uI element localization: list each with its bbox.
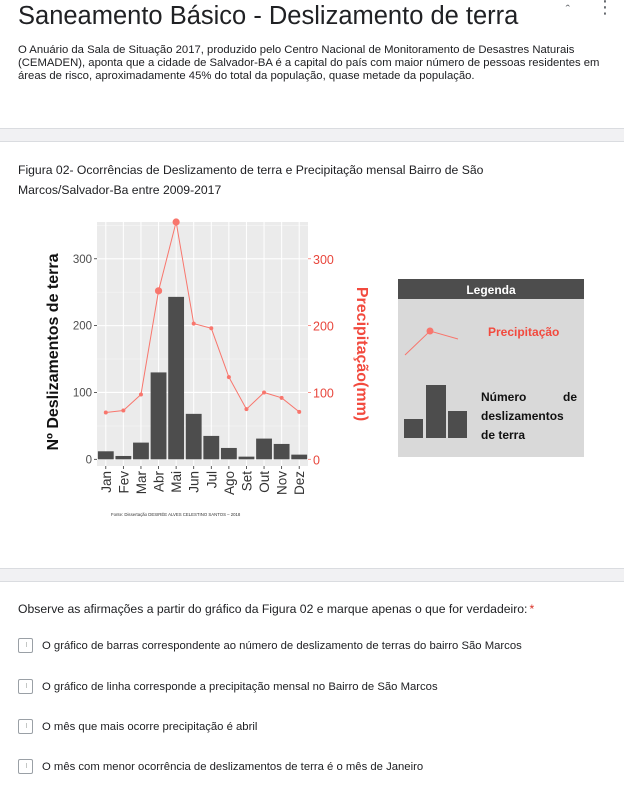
option-label: O mês que mais ocorre precipitação é abr… bbox=[42, 720, 258, 733]
chart: 0 100 200 300 0 100 200 300 Nº Deslizamentos de … bbox=[45, 218, 584, 517]
precipitation-point bbox=[244, 407, 249, 412]
legend-bar-label-word: Número bbox=[481, 390, 526, 404]
legend-bar-label: Número de bbox=[481, 390, 577, 404]
option-2[interactable]: O gráfico de linha corresponde a precipi… bbox=[18, 679, 438, 694]
x-tick-label: Jan bbox=[99, 471, 114, 493]
precipitation-point bbox=[191, 321, 196, 326]
x-tick-label: Nov bbox=[275, 471, 290, 495]
figure-section: 0 100 200 300 0 100 200 300 Nº Deslizamentos de … bbox=[0, 142, 624, 568]
collapse-icon[interactable]: ˆ bbox=[565, 2, 570, 17]
precipitation-point bbox=[279, 395, 284, 400]
x-tick-label: Abr bbox=[152, 471, 167, 493]
y-right-tick-label: 300 bbox=[313, 253, 334, 267]
form-description: O Anuário da Sala de Situação 2017, prod… bbox=[18, 44, 600, 83]
x-tick-label: Out bbox=[257, 471, 272, 493]
bar bbox=[185, 413, 202, 460]
legend-point-swatch bbox=[426, 327, 434, 335]
question-section: Observe as afirmações a partir do gráfic… bbox=[0, 582, 624, 793]
legend-header bbox=[398, 279, 584, 299]
x-tick-label: Jun bbox=[187, 471, 202, 493]
legend-line-label: Precipitação bbox=[488, 325, 559, 339]
precipitation-point bbox=[103, 410, 108, 415]
header-icons: ˆ ⋮ bbox=[566, 0, 614, 17]
section-divider bbox=[0, 128, 624, 142]
section-divider bbox=[0, 568, 624, 582]
bar bbox=[150, 372, 167, 460]
legend-bar-swatch bbox=[404, 419, 423, 438]
y-right-tick-label: 200 bbox=[313, 320, 334, 334]
y-right-axis-title: Precipitação(mm) bbox=[353, 287, 370, 421]
chart-source: Fonte: Dissertação DESIRÉE ALVES CELESTI… bbox=[111, 512, 241, 517]
question-text: Observe as afirmações a partir do gráfic… bbox=[18, 602, 528, 616]
y-tick-label: 200 bbox=[73, 321, 92, 333]
option-label: O gráfico de linha corresponde a precipi… bbox=[42, 680, 438, 693]
bar bbox=[168, 296, 185, 460]
legend: Legenda Precipitação Número de deslizamentos… bbox=[398, 279, 584, 457]
precipitation-line bbox=[105, 221, 300, 414]
y-right-tick-label: 0 bbox=[313, 453, 320, 467]
figure-caption: Figura 02- Ocorrências de Deslizamento d… bbox=[18, 163, 484, 197]
more-vert-icon[interactable]: ⋮ bbox=[596, 0, 614, 17]
option-3[interactable]: O mês que mais ocorre precipitação é abr… bbox=[18, 719, 257, 734]
precipitation-point bbox=[121, 408, 126, 413]
option-label: O gráfico de barras correspondente ao nú… bbox=[42, 639, 522, 652]
option-1[interactable]: O gráfico de barras correspondente ao nú… bbox=[18, 638, 522, 653]
bar bbox=[97, 451, 114, 460]
legend-bar-label: de terra bbox=[481, 428, 525, 442]
bar bbox=[238, 456, 255, 460]
x-tick-label: Jul bbox=[204, 471, 219, 488]
bar bbox=[115, 455, 132, 460]
precipitation-point bbox=[154, 287, 163, 295]
y-right-tick-label: 100 bbox=[313, 386, 334, 400]
legend-bar-swatch bbox=[426, 385, 446, 438]
x-tick-label: Mai bbox=[169, 471, 184, 493]
header-section: Saneamento Básico - Deslizamento de terr… bbox=[0, 0, 624, 128]
precipitation-point bbox=[262, 390, 267, 395]
bar bbox=[133, 442, 149, 460]
checkbox[interactable] bbox=[18, 759, 33, 774]
page-title: Saneamento Básico - Deslizamento de terr… bbox=[18, 2, 519, 30]
checkbox[interactable] bbox=[18, 638, 33, 653]
legend-bar-label: deslizamentos bbox=[481, 409, 564, 423]
precipitation-point bbox=[172, 218, 180, 226]
bar bbox=[220, 447, 237, 460]
y-axis-title: Nº Deslizamentos de terra bbox=[45, 253, 62, 450]
y-tick-label: 300 bbox=[73, 254, 92, 266]
y-tick-label: 0 bbox=[86, 454, 92, 466]
legend-title: Legenda bbox=[466, 283, 516, 297]
x-tick-label: Fev bbox=[116, 471, 131, 494]
option-label: O mês com menor ocorrência de deslizamen… bbox=[42, 760, 424, 773]
checkbox[interactable] bbox=[18, 679, 33, 694]
legend-bar-swatch bbox=[448, 411, 467, 438]
bar bbox=[291, 454, 308, 460]
checkbox[interactable] bbox=[18, 719, 33, 734]
required-mark: * bbox=[529, 602, 535, 616]
bar bbox=[203, 435, 220, 460]
bar bbox=[273, 443, 290, 460]
plot-panel bbox=[97, 222, 308, 466]
precipitation-point bbox=[138, 392, 143, 397]
precipitation-point bbox=[297, 409, 302, 414]
precipitation-point bbox=[226, 375, 231, 380]
bar bbox=[256, 438, 272, 460]
option-4[interactable]: O mês com menor ocorrência de deslizamen… bbox=[18, 759, 423, 774]
question-title: Observe as afirmações a partir do gráfic… bbox=[18, 602, 534, 616]
x-tick-label: Set bbox=[239, 471, 254, 492]
x-tick-label: Dez bbox=[292, 471, 307, 495]
precipitation-point bbox=[209, 326, 214, 331]
y-tick-label: 100 bbox=[73, 387, 92, 399]
plot-area: 0 100 200 300 0 100 200 300 Nº Deslizamentos de … bbox=[45, 218, 370, 517]
x-tick-label: Ago bbox=[222, 471, 237, 495]
x-tick-label: Mar bbox=[134, 470, 149, 494]
legend-bar-label-word: de bbox=[563, 390, 577, 404]
